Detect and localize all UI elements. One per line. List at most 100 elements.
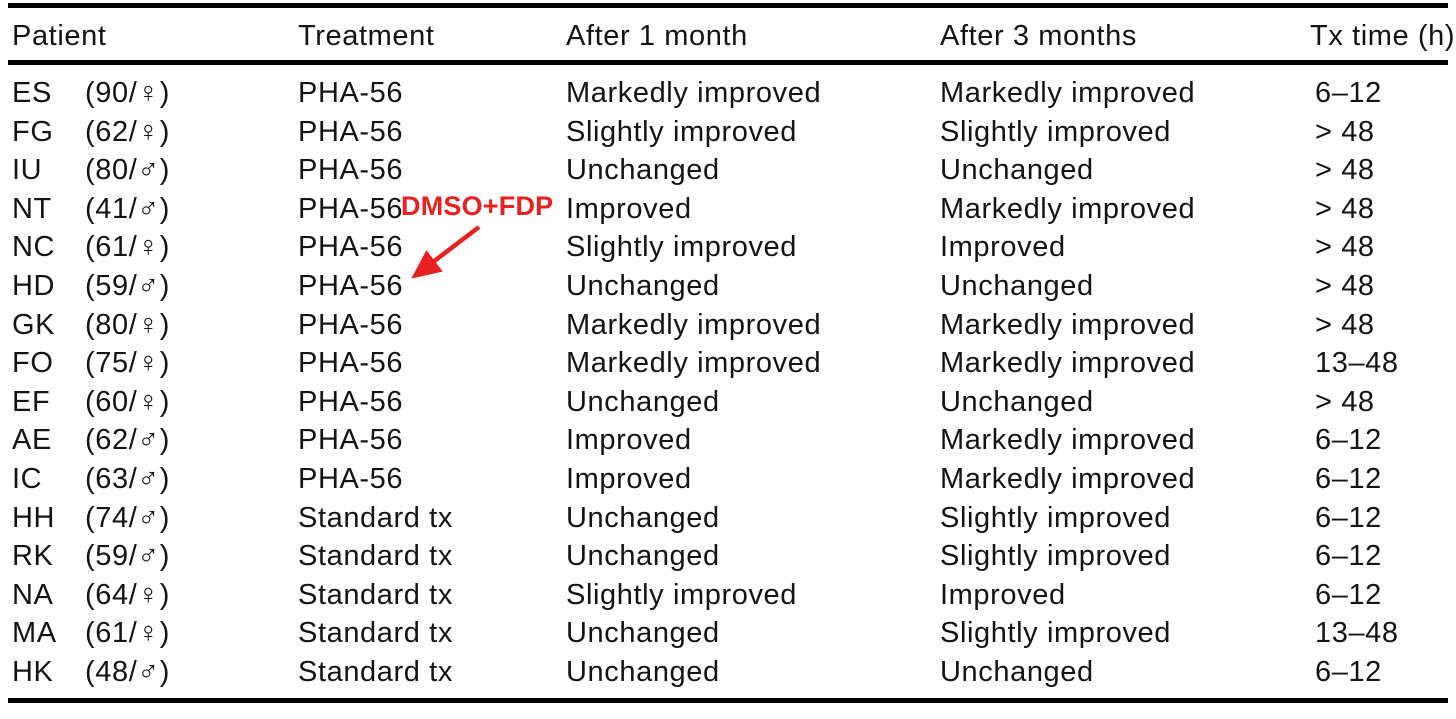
after-3-months-cell: Unchanged — [940, 385, 1094, 418]
table-row: NT (41/♂) PHA-56 Improved Markedly impro… — [0, 190, 1456, 229]
table-row: FG (62/♀) PHA-56 Slightly improved Sligh… — [0, 113, 1456, 152]
after-1-month-cell: Slightly improved — [566, 578, 798, 611]
table-row: ES (90/♀) PHA-56 Markedly improved Marke… — [0, 74, 1456, 113]
table-body: ES (90/♀) PHA-56 Markedly improved Marke… — [0, 74, 1456, 692]
after-3-months-cell: Slightly improved — [940, 540, 1172, 573]
patient-id-cell: HH — [12, 501, 56, 534]
treatment-cell: PHA-56 — [298, 424, 404, 457]
table-row: IU (80/♂) PHA-56 Unchanged Unchanged > 4… — [0, 151, 1456, 190]
patient-id-cell: NC — [12, 231, 56, 264]
patient-age-sex-cell: (90/♀) — [85, 77, 170, 109]
table-row: FO (75/♀) PHA-56 Markedly improved Marke… — [0, 344, 1456, 383]
tx-time-cell: > 48 — [1315, 231, 1375, 264]
patient-age-sex-cell: (62/♀) — [85, 115, 170, 148]
after-3-months-cell: Slightly improved — [940, 501, 1172, 534]
column-header-patient: Patient — [12, 20, 107, 52]
treatment-cell: PHA-56 — [298, 462, 404, 495]
after-1-month-cell: Unchanged — [566, 617, 720, 650]
patient-age-sex-cell: (59/♂) — [85, 269, 170, 302]
table-row: IC (63/♂) PHA-56 Improved Markedly impro… — [0, 460, 1456, 499]
after-1-month-cell: Slightly improved — [566, 115, 798, 148]
column-header-after-1-month: After 1 month — [566, 20, 748, 52]
treatment-cell: PHA-56 — [298, 308, 404, 341]
after-3-months-cell: Markedly improved — [940, 424, 1196, 457]
patient-age-sex-cell: (62/♂) — [85, 424, 170, 457]
after-3-months-cell: Improved — [940, 578, 1066, 611]
patient-age-sex-cell: (63/♂) — [85, 462, 170, 495]
after-3-months-cell: Unchanged — [940, 154, 1094, 187]
column-header-after-3-months: After 3 months — [940, 20, 1137, 52]
treatment-cell: PHA-56 — [298, 347, 404, 380]
table-row: NC (61/♀) PHA-56 Slightly improved Impro… — [0, 228, 1456, 267]
table-top-border — [8, 3, 1448, 8]
table-row: EF (60/♀) PHA-56 Unchanged Unchanged > 4… — [0, 383, 1456, 422]
column-header-treatment: Treatment — [298, 20, 435, 52]
tx-time-cell: 6–12 — [1315, 655, 1382, 688]
after-3-months-cell: Slightly improved — [940, 617, 1172, 650]
after-1-month-cell: Markedly improved — [566, 77, 822, 109]
patient-age-sex-cell: (41/♂) — [85, 192, 170, 225]
treatment-cell: PHA-56 — [298, 115, 404, 148]
table-row: AE (62/♂) PHA-56 Improved Markedly impro… — [0, 421, 1456, 460]
tx-time-cell: 6–12 — [1315, 578, 1382, 611]
patient-id-cell: RK — [12, 540, 54, 573]
after-3-months-cell: Improved — [940, 231, 1066, 264]
patient-id-cell: FG — [12, 115, 54, 148]
after-3-months-cell: Markedly improved — [940, 308, 1196, 341]
patient-age-sex-cell: (74/♂) — [85, 501, 170, 534]
after-3-months-cell: Markedly improved — [940, 77, 1196, 109]
treatment-cell: PHA-56 — [298, 385, 404, 418]
patient-age-sex-cell: (64/♀) — [85, 578, 170, 611]
treatment-cell: Standard tx — [298, 501, 453, 534]
after-1-month-cell: Improved — [566, 192, 692, 225]
treatment-cell: PHA-56 — [298, 77, 404, 109]
tx-time-cell: 6–12 — [1315, 424, 1382, 457]
treatment-cell: PHA-56 — [298, 231, 404, 264]
table-row: HD (59/♂) PHA-56 Unchanged Unchanged > 4… — [0, 267, 1456, 306]
table-row: NA (64/♀) Standard tx Slightly improved … — [0, 576, 1456, 615]
after-1-month-cell: Improved — [566, 462, 692, 495]
treatment-cell: PHA-56 — [298, 154, 404, 187]
after-3-months-cell: Markedly improved — [940, 347, 1196, 380]
after-3-months-cell: Unchanged — [940, 655, 1094, 688]
table-row: GK (80/♀) PHA-56 Markedly improved Marke… — [0, 306, 1456, 345]
table-row: HK (48/♂) Standard tx Unchanged Unchange… — [0, 653, 1456, 692]
tx-time-cell: 6–12 — [1315, 540, 1382, 573]
after-1-month-cell: Unchanged — [566, 540, 720, 573]
after-1-month-cell: Improved — [566, 424, 692, 457]
tx-time-cell: 13–48 — [1315, 617, 1399, 650]
tx-time-cell: > 48 — [1315, 308, 1375, 341]
table-row: RK (59/♂) Standard tx Unchanged Slightly… — [0, 537, 1456, 576]
tx-time-cell: 6–12 — [1315, 501, 1382, 534]
tx-time-cell: 13–48 — [1315, 347, 1399, 380]
patient-id-cell: IC — [12, 462, 43, 495]
after-1-month-cell: Unchanged — [566, 655, 720, 688]
after-1-month-cell: Unchanged — [566, 269, 720, 302]
after-1-month-cell: Unchanged — [566, 501, 720, 534]
patient-id-cell: NA — [12, 578, 54, 611]
tx-time-cell: > 48 — [1315, 269, 1375, 302]
patient-id-cell: EF — [12, 385, 51, 418]
table-row: HH (74/♂) Standard tx Unchanged Slightly… — [0, 499, 1456, 538]
after-1-month-cell: Slightly improved — [566, 231, 798, 264]
patient-age-sex-cell: (75/♀) — [85, 347, 170, 380]
header-divider-rule — [8, 60, 1448, 65]
tx-time-cell: > 48 — [1315, 115, 1375, 148]
patient-id-cell: NT — [12, 192, 52, 225]
treatment-cell: PHA-56 — [298, 269, 404, 302]
patient-id-cell: ES — [12, 77, 52, 109]
table-row: MA (61/♀) Standard tx Unchanged Slightly… — [0, 614, 1456, 653]
after-3-months-cell: Slightly improved — [940, 115, 1172, 148]
tx-time-cell: > 48 — [1315, 154, 1375, 187]
patient-id-cell: FO — [12, 347, 54, 380]
after-1-month-cell: Unchanged — [566, 385, 720, 418]
patient-age-sex-cell: (80/♀) — [85, 308, 170, 341]
patient-age-sex-cell: (61/♀) — [85, 231, 170, 264]
treatment-cell: Standard tx — [298, 617, 453, 650]
tx-time-cell: > 48 — [1315, 385, 1375, 418]
patient-id-cell: HD — [12, 269, 56, 302]
patient-id-cell: MA — [12, 617, 57, 650]
tx-time-cell: 6–12 — [1315, 462, 1382, 495]
after-1-month-cell: Markedly improved — [566, 347, 822, 380]
